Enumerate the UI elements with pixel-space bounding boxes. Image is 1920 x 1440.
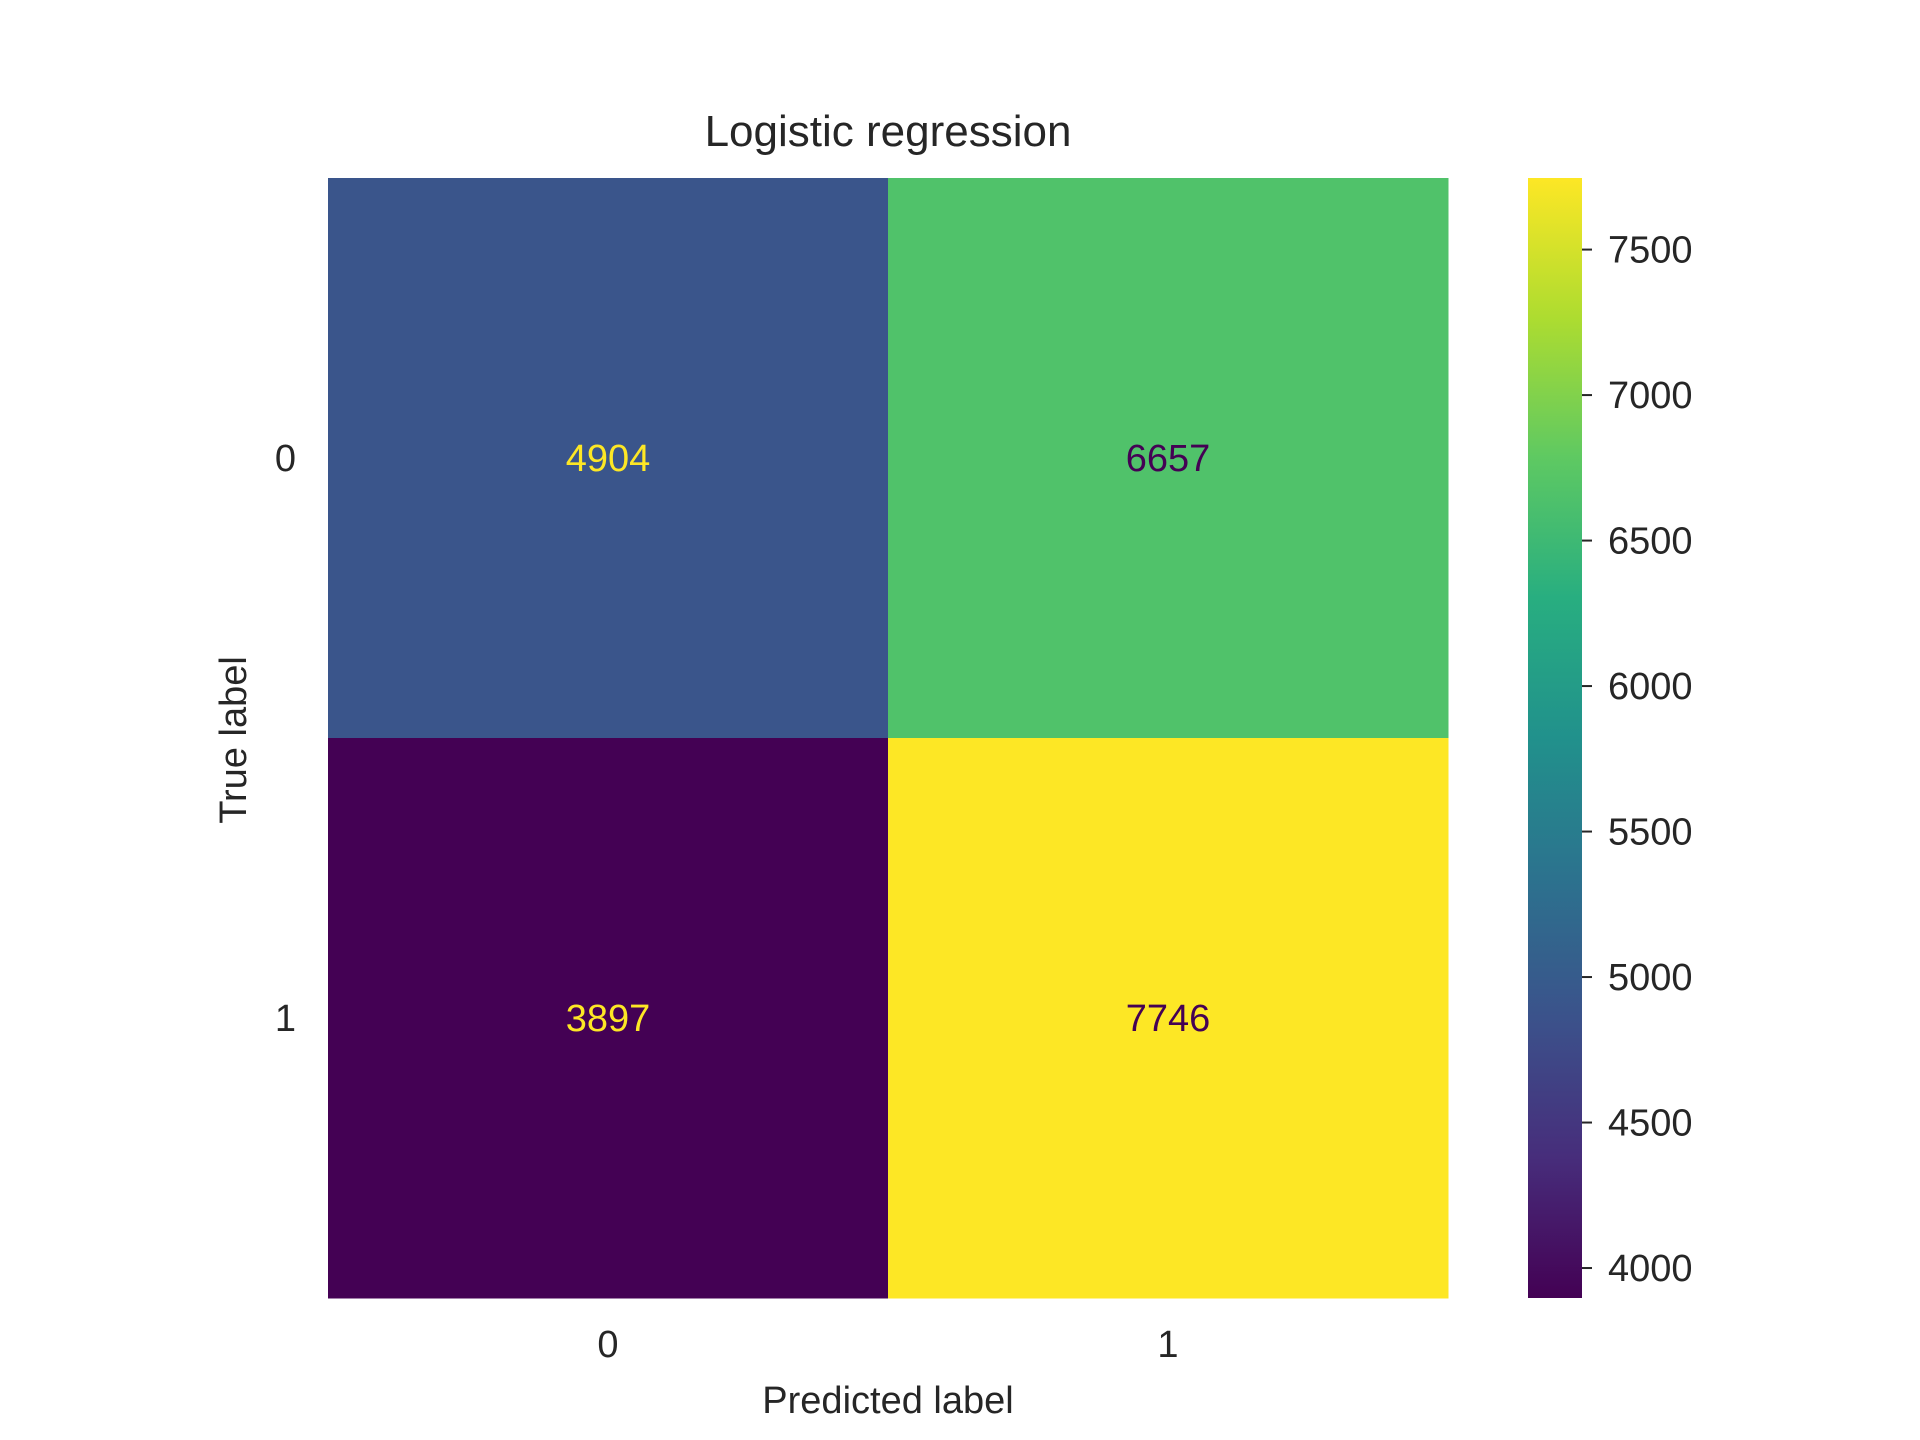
cell-value-label: 7746 xyxy=(1126,998,1211,1040)
heatmap-cell xyxy=(328,738,889,1299)
heatmap-cell xyxy=(328,178,889,739)
colorbar-tick-label: 6000 xyxy=(1608,666,1693,708)
y-axis-label: True label xyxy=(213,656,255,824)
y-tick-label: 1 xyxy=(275,998,296,1040)
colorbar-tick-label: 5000 xyxy=(1608,957,1693,999)
heatmap-cell xyxy=(888,178,1449,739)
heatmap-cells xyxy=(328,178,1449,1299)
cell-value-label: 4904 xyxy=(566,438,651,480)
colorbar-tick-label: 4000 xyxy=(1608,1248,1693,1290)
colorbar-tick-label: 5500 xyxy=(1608,812,1693,854)
heatmap-cell-labels: 4904 6657 3897 7746 xyxy=(566,438,1211,1040)
cell-value-label: 6657 xyxy=(1126,438,1211,480)
colorbar xyxy=(1528,178,1582,1298)
colorbar-tick-label: 7500 xyxy=(1608,230,1693,272)
x-tick-label: 0 xyxy=(597,1324,618,1366)
x-tick-label: 1 xyxy=(1157,1324,1178,1366)
x-axis-label: Predicted label xyxy=(762,1380,1013,1422)
colorbar-tick-label: 6500 xyxy=(1608,521,1693,563)
heatmap-cell xyxy=(888,738,1449,1299)
colorbar-ticks: 4000 4500 5000 5500 6000 6500 7000 7500 xyxy=(1582,230,1693,1290)
chart-title: Logistic regression xyxy=(705,107,1072,156)
y-axis-ticks: 01 xyxy=(275,438,296,1040)
y-tick-label: 0 xyxy=(275,438,296,480)
cell-value-label: 3897 xyxy=(566,998,651,1040)
colorbar-tick-label: 7000 xyxy=(1608,375,1693,417)
colorbar-tick-label: 4500 xyxy=(1608,1103,1693,1145)
